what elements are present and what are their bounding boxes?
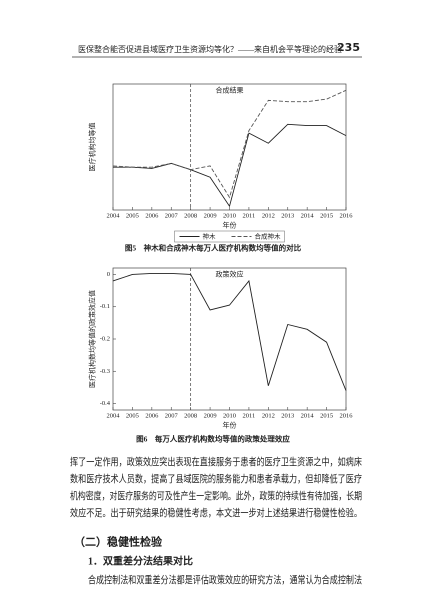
x-tick-label: 2012 — [262, 412, 275, 419]
body-text: 合成控制法和双重差分法都是评估政策效应的研究方法，通常认为合成控制法 — [88, 573, 362, 586]
x-tick-label: 2013 — [281, 412, 294, 419]
figure-caption: 图5 神木和合成神木每万人医疗机构数均等值的对比 — [125, 243, 302, 253]
y-tick-label: -0.4 — [100, 400, 111, 407]
page-number: 235 — [337, 41, 360, 54]
y-tick-label: -0.2 — [100, 335, 110, 342]
x-tick-label: 2016 — [340, 412, 354, 419]
x-axis-label: 年份 — [223, 221, 237, 230]
x-tick-label: 2008 — [184, 412, 197, 419]
x-tick-label: 2009 — [204, 412, 217, 419]
x-tick-label: 2012 — [262, 212, 275, 219]
x-tick-label: 2011 — [243, 212, 256, 219]
section-heading: （二）稳健性检验 — [74, 535, 163, 549]
running-header: 医保整合能否促进县域医疗卫生资源均等化？——来自机会平等理论的经验 — [78, 44, 342, 54]
body-text: 效应不足。出于研究结果的稳健性考虑，本文进一步对上述结果进行稳健性检验。 — [70, 506, 362, 519]
plot-frame — [112, 267, 347, 411]
x-tick-label: 2011 — [243, 412, 256, 419]
chart-title: 合成结果 — [216, 86, 244, 95]
x-tick-label: 2006 — [145, 212, 159, 219]
x-tick-label: 2015 — [320, 212, 333, 219]
subsection-heading: 1．双重差分法结果对比 — [88, 554, 193, 567]
legend-label: 神木 — [203, 231, 217, 240]
x-tick-label: 2014 — [301, 212, 315, 219]
legend-label: 合成神木 — [255, 231, 282, 240]
series-line — [112, 273, 347, 391]
x-tick-label: 2006 — [145, 412, 159, 419]
x-tick-label: 2004 — [107, 212, 121, 219]
body-text: 挥了一定作用，政策效应突出表现在直接服务于患者的医疗卫生资源之中，如病床 — [70, 455, 362, 468]
plot-frame — [112, 83, 347, 211]
x-tick-label: 2016 — [340, 212, 354, 219]
x-axis-label: 年份 — [223, 421, 237, 430]
x-tick-label: 2008 — [184, 212, 197, 219]
x-tick-label: 2009 — [204, 212, 217, 219]
x-tick-label: 2010 — [223, 212, 236, 219]
x-tick-label: 2007 — [165, 412, 179, 419]
y-axis-label: 医疗机构均等值 — [88, 123, 97, 172]
x-tick-label: 2005 — [126, 212, 139, 219]
y-tick-label: -0.1 — [100, 303, 110, 310]
series-line — [113, 123, 347, 208]
y-axis-label: 医疗机构数均等值的政策效应值 — [88, 290, 97, 388]
x-tick-label: 2010 — [223, 412, 236, 419]
x-tick-label: 2015 — [320, 412, 333, 419]
series-line — [112, 89, 347, 199]
x-tick-label: 2013 — [281, 212, 294, 219]
x-tick-label: 2014 — [301, 412, 315, 419]
figure-caption: 图6 每万人医疗机构数均等值的政策处理效应 — [136, 434, 290, 444]
x-tick-label: 2005 — [126, 412, 139, 419]
x-tick-label: 2007 — [165, 212, 179, 219]
y-tick-label: 0 — [107, 271, 110, 278]
legend-box — [174, 230, 285, 243]
chart-title: 政策效应 — [216, 270, 244, 279]
body-text: 数和医疗技术人员数，提高了县域医院的服务能力和患者承载力，但却降低了医疗 — [70, 472, 362, 485]
body-text: 机构密度，对医疗服务的可及性产生一定影响。此外，政策的持续性有待加强，长期 — [70, 489, 362, 502]
y-tick-label: -0.3 — [100, 368, 110, 375]
x-tick-label: 2004 — [107, 412, 121, 419]
